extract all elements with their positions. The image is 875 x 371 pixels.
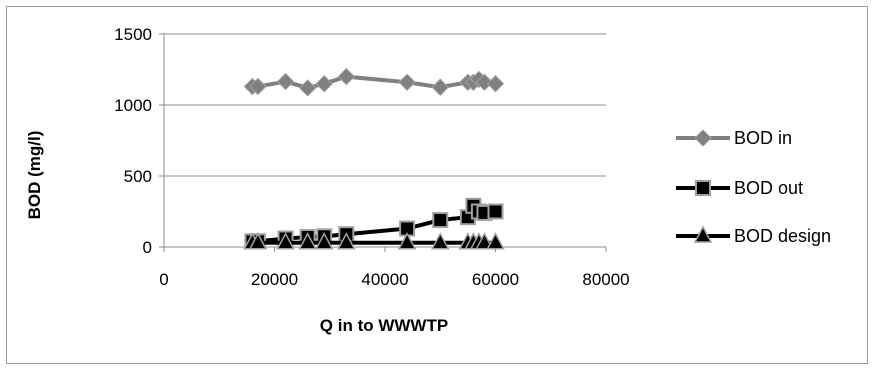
data-point-2-7 xyxy=(431,232,450,250)
data-point-2-12 xyxy=(486,232,505,250)
x-tick-label-60000: 60000 xyxy=(472,270,519,289)
x-tick-label-80000: 80000 xyxy=(582,270,629,289)
data-point-0-5 xyxy=(337,67,356,86)
data-point-2-5 xyxy=(337,232,356,250)
legend-item-0: BOD in xyxy=(676,128,792,148)
x-tick-label-0: 0 xyxy=(159,270,168,289)
data-point-0-11 xyxy=(475,73,494,91)
y-axis-title: BOD (mg/l) xyxy=(25,131,44,220)
data-point-2-6 xyxy=(397,232,417,250)
axes xyxy=(159,33,607,252)
series-0 xyxy=(243,67,505,97)
data-point-0-1 xyxy=(249,77,267,96)
y-tick-label-500: 500 xyxy=(124,167,152,186)
gridlines xyxy=(164,33,606,177)
x-tick-label-40000: 40000 xyxy=(361,270,408,289)
legend-item-1: BOD out xyxy=(676,178,803,198)
y-tick-label-1500: 1500 xyxy=(114,25,152,44)
data-point-2-2 xyxy=(276,232,295,250)
legend-label-2: BOD design xyxy=(734,226,831,246)
data-point-0-7 xyxy=(431,78,449,96)
data-point-0-6 xyxy=(398,73,416,91)
series-2 xyxy=(243,232,505,250)
data-point-1-7 xyxy=(432,212,449,229)
data-point-0-3 xyxy=(298,79,317,97)
legend: BOD in BOD out BOD design xyxy=(676,128,831,246)
y-tick-label-0: 0 xyxy=(143,238,152,257)
x-axis-title: Q in to WWWTP xyxy=(320,316,448,335)
data-point-0-2 xyxy=(276,72,295,91)
legend-item-2: BOD design xyxy=(676,225,831,246)
data-point-0-12 xyxy=(486,74,505,93)
chart-frame xyxy=(6,6,868,364)
legend-marker-1 xyxy=(695,180,711,196)
data-point-0-4 xyxy=(315,74,333,93)
series-group xyxy=(243,67,505,250)
y-tick-label-1000: 1000 xyxy=(114,96,152,115)
data-point-2-4 xyxy=(314,232,334,250)
data-point-2-3 xyxy=(298,232,317,250)
data-point-2-11 xyxy=(475,232,494,250)
legend-label-1: BOD out xyxy=(734,178,803,198)
legend-marker-0 xyxy=(694,129,712,147)
data-point-1-12 xyxy=(487,203,504,220)
legend-label-0: BOD in xyxy=(734,128,792,148)
x-tick-label-20000: 20000 xyxy=(251,270,298,289)
tick-labels: 0 500 1000 1500 0 20000 40000 60000 80000 xyxy=(114,25,629,289)
data-point-2-1 xyxy=(248,232,268,250)
legend-marker-2 xyxy=(693,225,713,243)
